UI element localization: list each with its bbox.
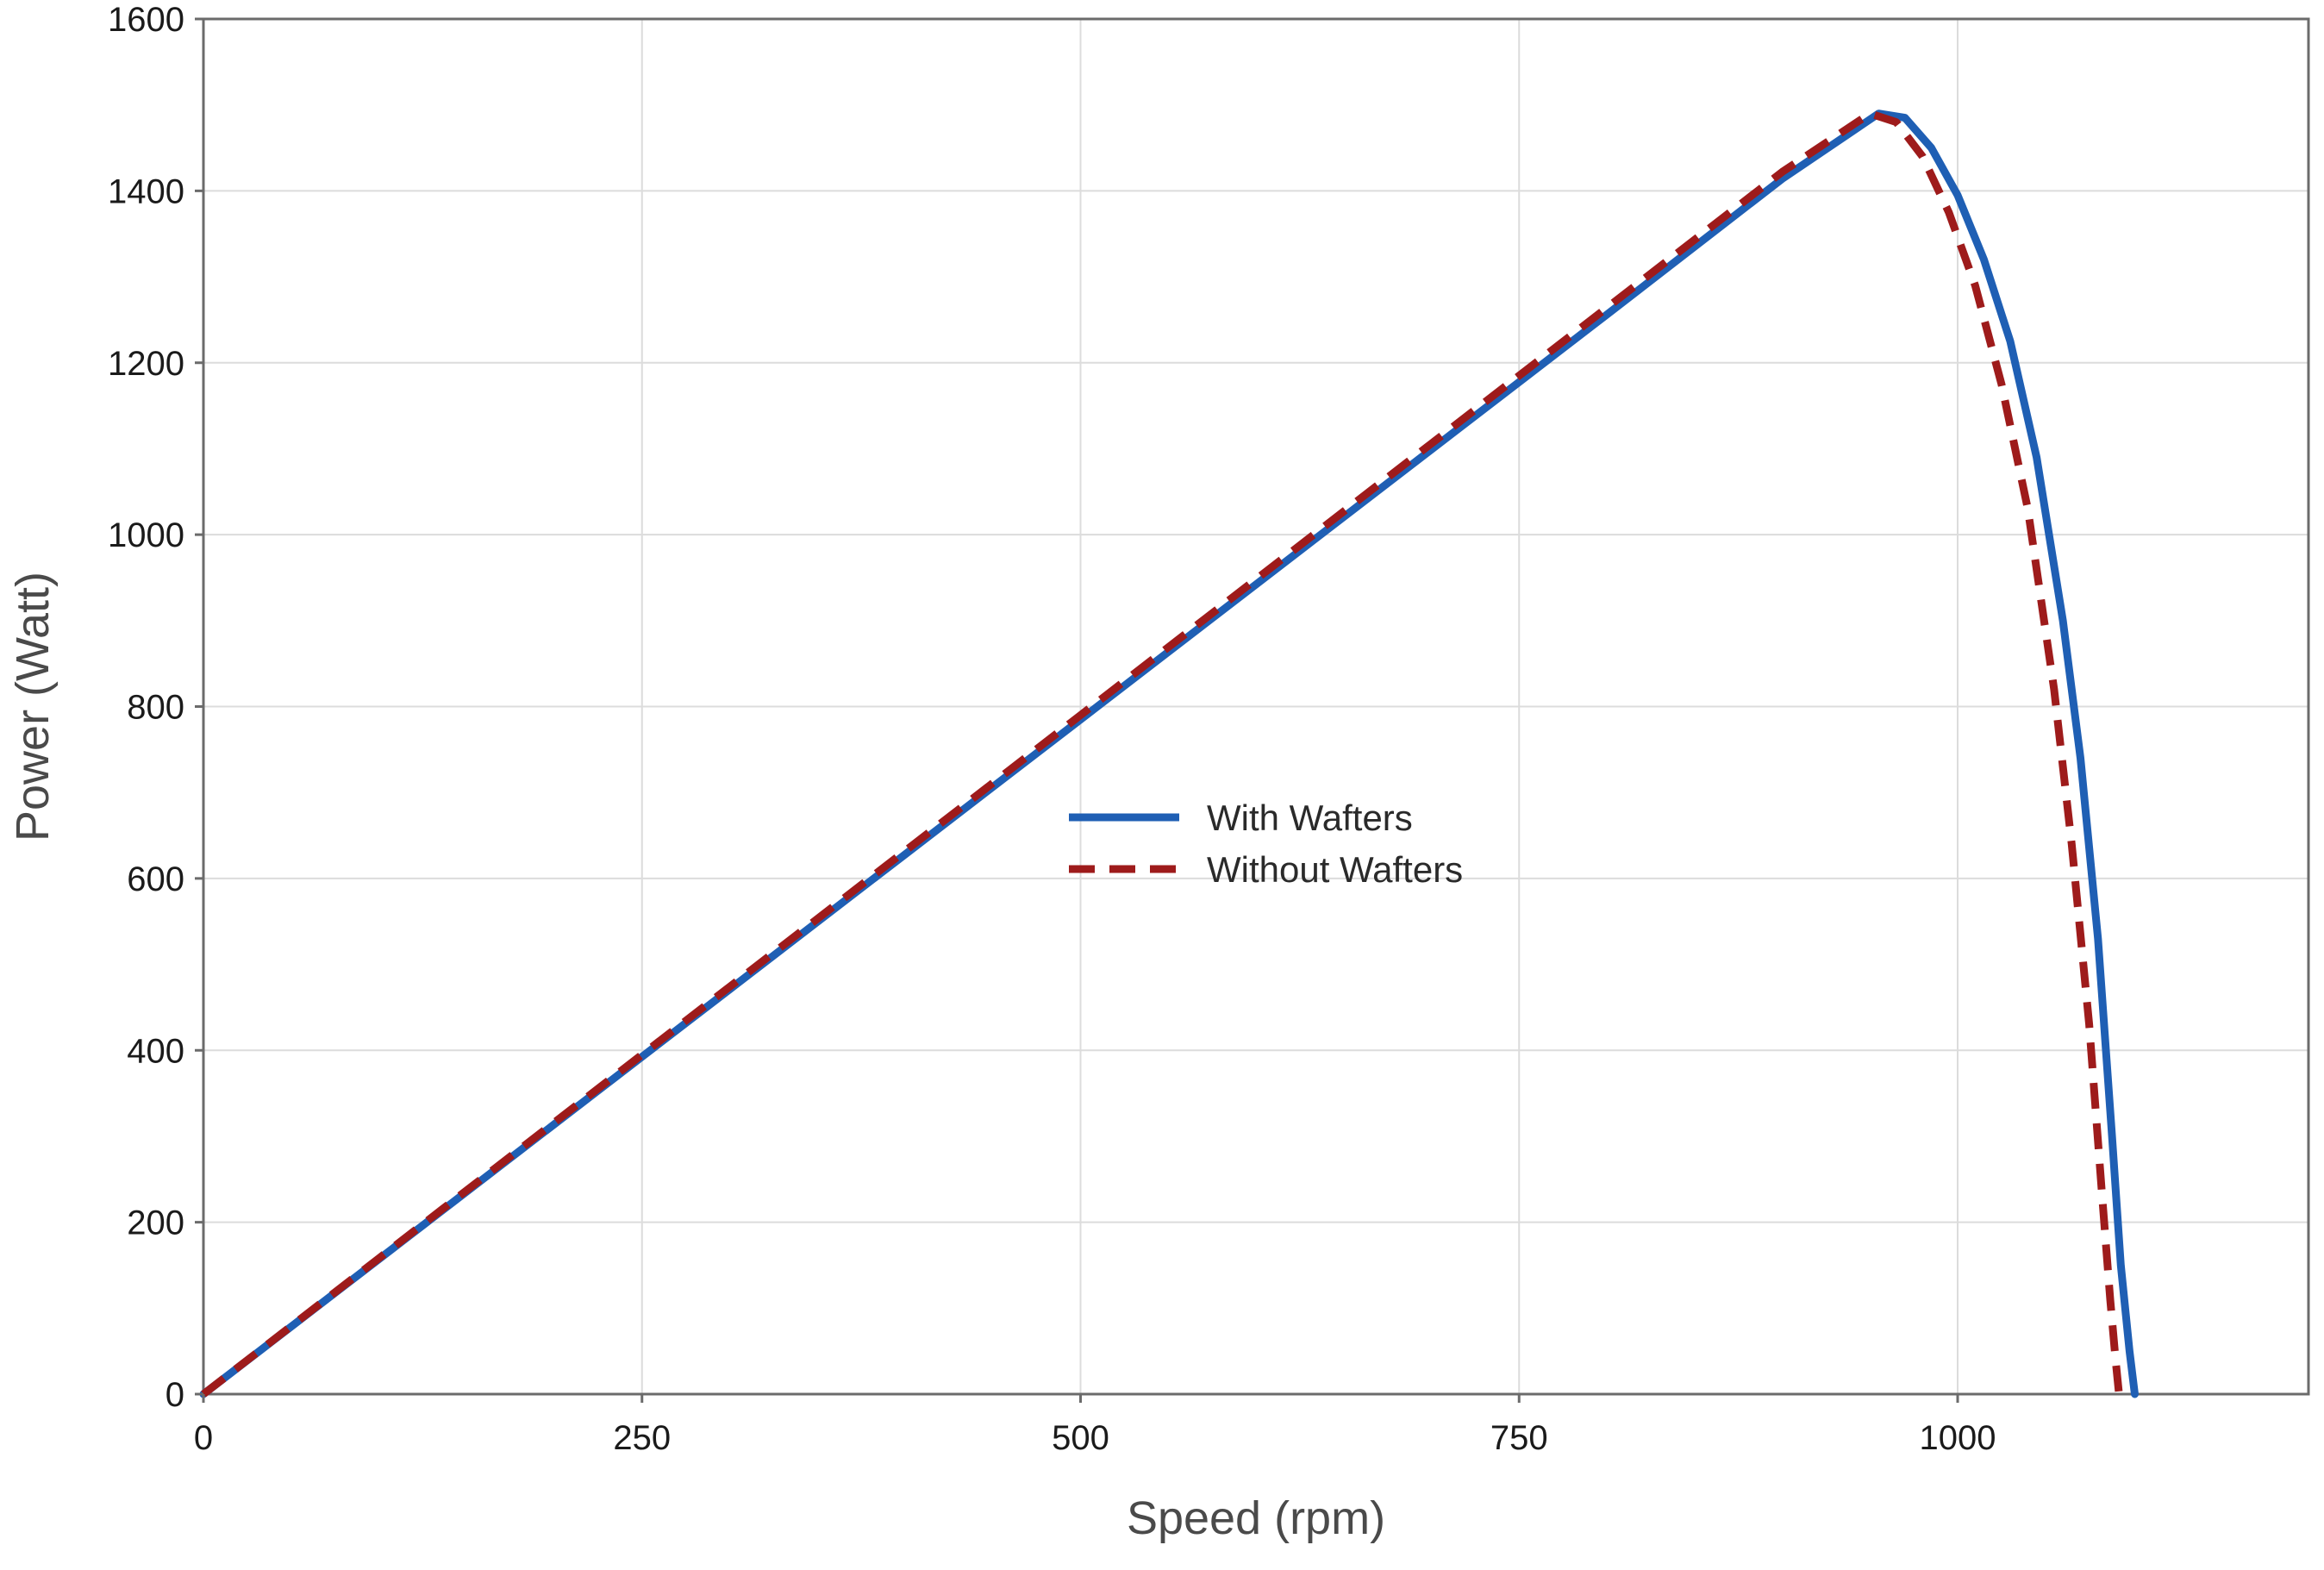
series-line-2 [201, 109, 2123, 1398]
y-tick-label: 200 [127, 1204, 184, 1242]
x-axis-ticks: 0 250 500 750 1000 [194, 1394, 1996, 1457]
x-tick-label: 250 [613, 1419, 671, 1457]
legend: With Wafters Without Wafters [1069, 798, 1463, 890]
x-axis-title: Speed (rpm) [1127, 1492, 1385, 1544]
y-tick-label: 1400 [108, 172, 184, 210]
x-tick-label: 0 [194, 1419, 213, 1457]
y-axis-ticks: 0 200 400 600 800 1000 1200 1400 1600 [108, 1, 203, 1414]
y-tick-label: 400 [127, 1032, 184, 1070]
series-lines [199, 109, 2139, 1398]
y-tick-label: 800 [127, 689, 184, 727]
x-tick-label: 1000 [1920, 1419, 1996, 1457]
y-tick-label: 1200 [108, 345, 184, 383]
y-tick-label: 1600 [108, 1, 184, 39]
y-axis-title: Power (Watt) [7, 572, 59, 841]
legend-label-2: Without Wafters [1207, 849, 1463, 890]
legend-label-1: With Wafters [1207, 798, 1413, 838]
y-tick-label: 0 [166, 1376, 184, 1414]
y-tick-label: 1000 [108, 516, 184, 554]
x-tick-label: 750 [1490, 1419, 1548, 1457]
series-line-1 [199, 109, 2139, 1398]
y-tick-label: 600 [127, 860, 184, 898]
x-tick-label: 500 [1052, 1419, 1109, 1457]
